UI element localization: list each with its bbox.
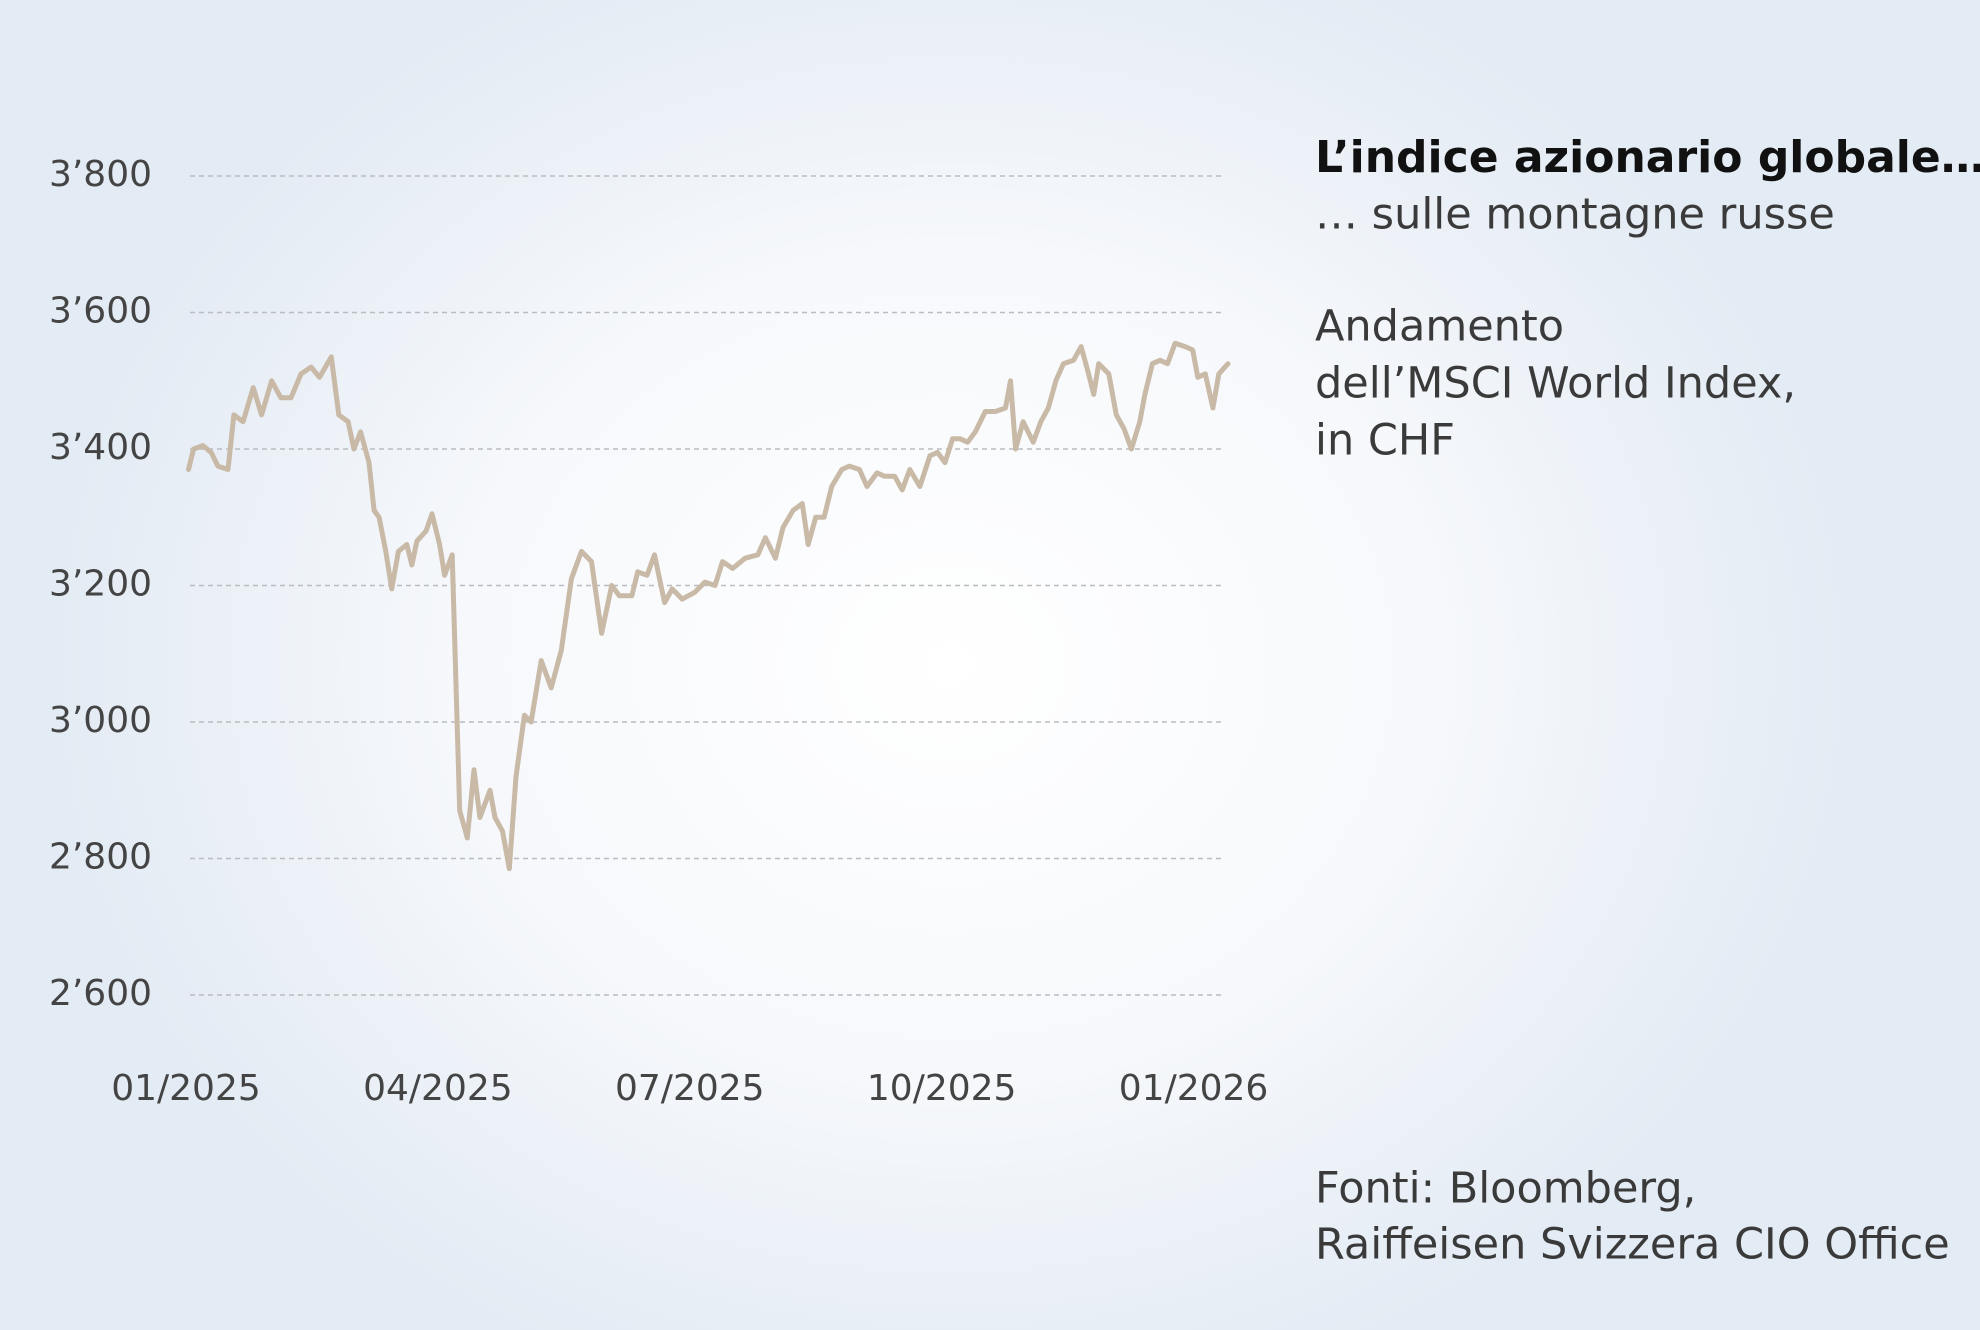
x-tick-label: 01/2025 bbox=[111, 1068, 261, 1109]
y-tick-label: 3’000 bbox=[49, 700, 152, 741]
description: Andamento bbox=[1315, 302, 1564, 352]
y-tick-label: 3’200 bbox=[49, 564, 152, 605]
description: dell’MSCI World Index, bbox=[1315, 359, 1796, 409]
source: Raiffeisen Svizzera CIO Office bbox=[1315, 1220, 1950, 1270]
y-tick-label: 3’400 bbox=[49, 427, 152, 468]
description: in CHF bbox=[1315, 416, 1455, 466]
y-tick-label: 2’800 bbox=[49, 837, 152, 878]
y-tick-label: 3’800 bbox=[49, 154, 152, 195]
line bbox=[186, 340, 1231, 872]
x-tick-label: 07/2025 bbox=[615, 1068, 765, 1109]
y-tick-label: 2’600 bbox=[49, 973, 152, 1014]
y-tick-label: 3’600 bbox=[49, 291, 152, 332]
x-tick-label: 10/2025 bbox=[867, 1068, 1017, 1109]
source: Fonti: Bloomberg, bbox=[1315, 1164, 1696, 1214]
x-tick-label: 04/2025 bbox=[363, 1068, 513, 1109]
chart-subtitle: … sulle montagne russe bbox=[1315, 190, 1835, 240]
chart-title: L’indice azionario globale… bbox=[1315, 132, 1980, 183]
x-tick-label: 01/2026 bbox=[1119, 1068, 1269, 1109]
